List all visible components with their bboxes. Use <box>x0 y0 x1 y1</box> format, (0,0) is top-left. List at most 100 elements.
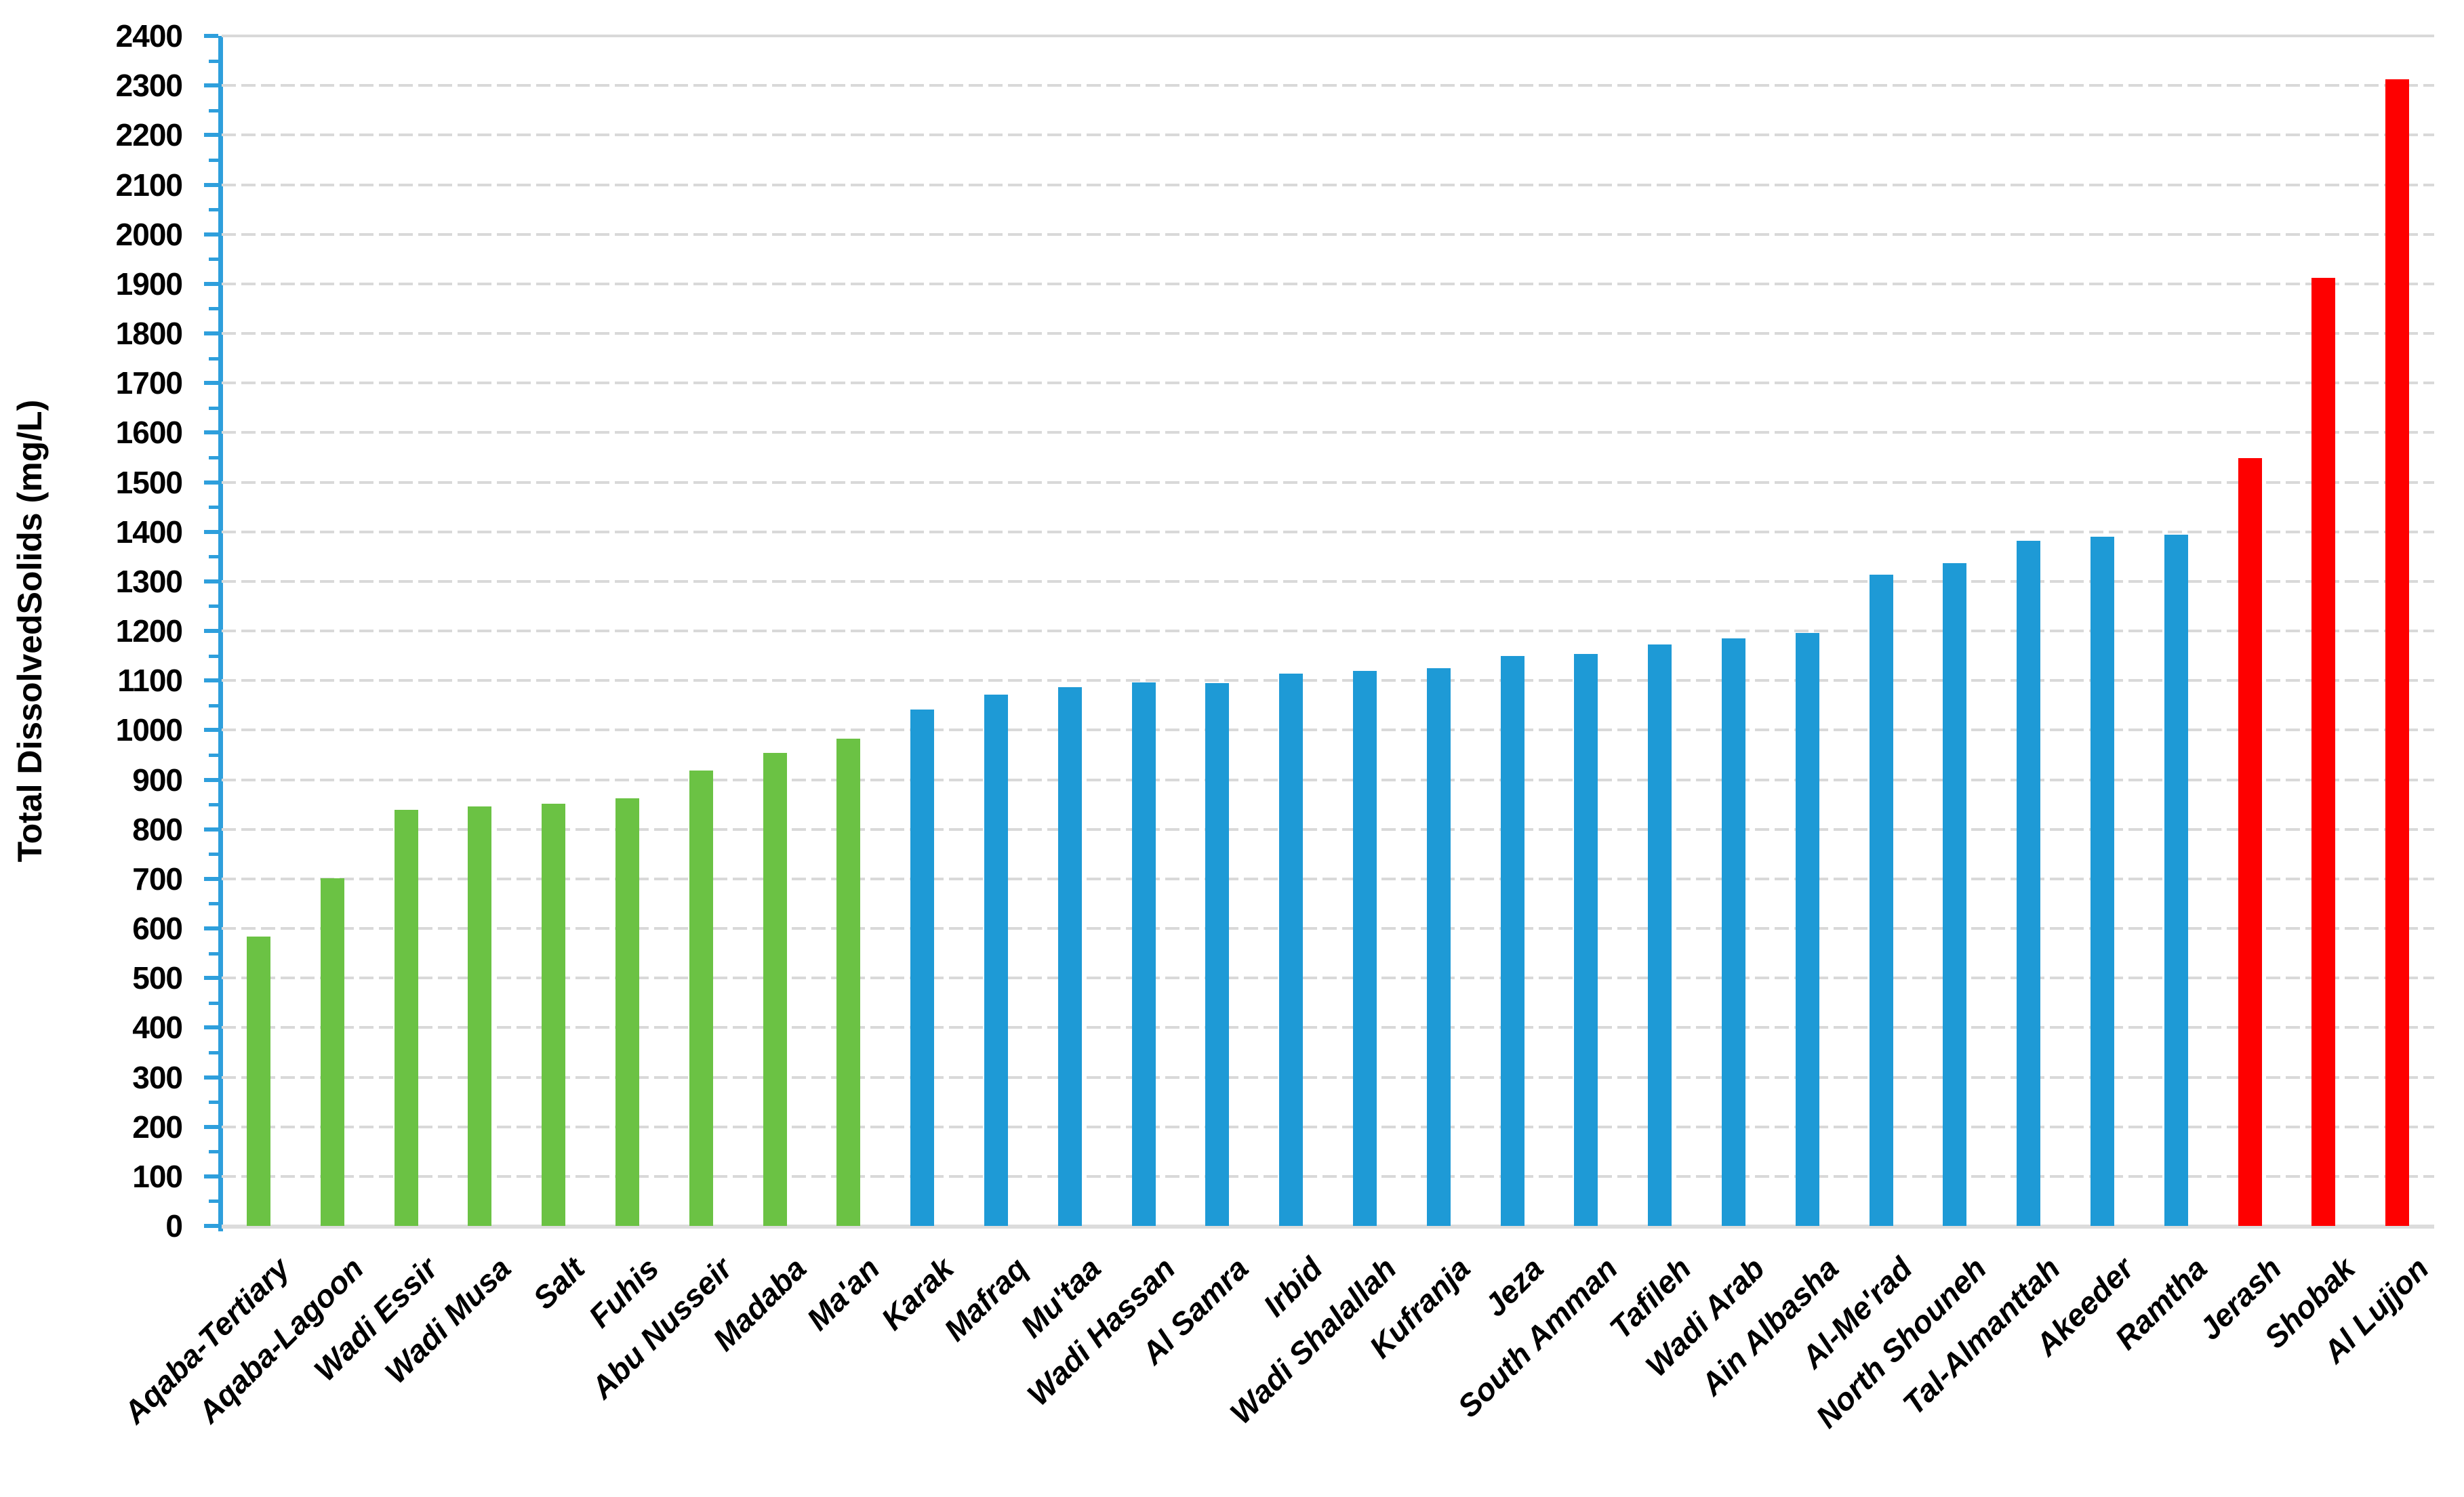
y-tick-label: 600 <box>132 911 183 946</box>
y-axis-major-tick <box>204 331 218 335</box>
gridline <box>222 431 2434 434</box>
y-axis-major-tick <box>204 926 218 930</box>
bar-wadi-arab <box>1721 638 1745 1226</box>
y-axis-major-tick <box>204 133 218 138</box>
y-axis-minor-tick <box>209 654 218 658</box>
x-tick-label-salt: Salt <box>526 1250 592 1316</box>
bar-irbid <box>1279 673 1304 1226</box>
gridline <box>222 630 2434 632</box>
y-tick-label: 1700 <box>115 365 183 401</box>
bar-tal-almanttah <box>2017 540 2041 1226</box>
y-tick-label: 1600 <box>115 415 183 451</box>
x-axis-baseline <box>222 1225 2434 1229</box>
y-axis-major-tick <box>204 232 218 237</box>
y-tick-label: 400 <box>132 1010 183 1046</box>
y-axis-minor-tick <box>209 1050 218 1054</box>
bar-akeeder <box>2090 536 2114 1226</box>
y-tick-label: 1800 <box>115 316 183 351</box>
bar-salt <box>542 804 566 1226</box>
y-axis-minor-tick <box>209 208 218 212</box>
y-axis-minor-tick <box>209 1001 218 1005</box>
y-axis-major-tick <box>204 678 218 683</box>
bar-wadi-musa <box>468 806 492 1226</box>
gridline <box>222 1075 2434 1079</box>
bar-wadi-shalallah <box>1352 671 1377 1226</box>
gridline <box>222 827 2434 831</box>
gridline <box>222 1125 2434 1128</box>
y-axis-major-tick <box>204 480 218 485</box>
y-tick-label: 1200 <box>115 613 183 649</box>
y-tick-label: 2000 <box>115 216 183 252</box>
bar-shobak <box>2311 278 2336 1226</box>
y-axis-major-tick <box>204 1025 218 1030</box>
y-axis-major-tick <box>204 728 218 733</box>
y-axis-minor-tick <box>209 753 218 757</box>
gridline <box>222 35 2434 37</box>
y-tick-label: 2400 <box>115 18 183 54</box>
bar-ramtha <box>2164 535 2188 1226</box>
gridline <box>222 382 2434 385</box>
y-axis-minor-tick <box>209 258 218 262</box>
bar-mu-taa <box>1057 687 1082 1226</box>
bar-south-amman <box>1574 653 1598 1226</box>
y-axis-major-tick <box>204 629 218 633</box>
y-axis-minor-tick <box>209 1199 218 1204</box>
y-axis-minor-tick <box>209 604 218 609</box>
bar-wadi-essir <box>394 810 418 1226</box>
y-axis-major-tick <box>204 777 218 782</box>
x-tick-label-mafraq: Mafraq <box>937 1250 1034 1348</box>
y-axis-minor-tick <box>209 406 218 410</box>
gridline <box>222 927 2434 930</box>
y-axis-minor-tick <box>209 307 218 311</box>
bar-tafileh <box>1648 644 1672 1226</box>
y-axis-major-tick <box>204 381 218 386</box>
gridline <box>222 877 2434 880</box>
y-tick-label: 2200 <box>115 117 183 153</box>
y-axis-major-tick <box>204 529 218 534</box>
y-axis-major-tick <box>204 876 218 881</box>
y-axis-minor-tick <box>209 803 218 807</box>
y-tick-label: 0 <box>165 1208 183 1244</box>
gridline <box>222 1026 2434 1029</box>
y-tick-label: 1400 <box>115 514 183 550</box>
gridline <box>222 1174 2434 1178</box>
y-tick-label: 100 <box>132 1158 183 1194</box>
y-axis-minor-tick <box>209 356 218 361</box>
y-tick-label: 500 <box>132 960 183 996</box>
bar-mafraq <box>984 695 1008 1226</box>
y-tick-label: 1100 <box>117 663 183 699</box>
bar-ma-an <box>836 738 861 1226</box>
bar-ain-albasha <box>1795 632 1819 1226</box>
y-tick-label: 300 <box>132 1059 183 1095</box>
y-axis-major-tick <box>204 579 218 583</box>
y-axis-major-tick <box>204 1174 218 1178</box>
y-axis-minor-tick <box>209 951 218 956</box>
y-tick-label: 800 <box>132 811 183 847</box>
y-axis-minor-tick <box>209 853 218 857</box>
gridline <box>222 134 2434 137</box>
gridline <box>222 282 2434 285</box>
y-axis-major-tick <box>204 1224 218 1228</box>
y-tick-label: 2300 <box>115 68 183 104</box>
y-axis-major-tick <box>204 1075 218 1080</box>
gridline <box>222 183 2434 186</box>
bar-al-lujjon <box>2385 79 2410 1226</box>
gridline <box>222 480 2434 484</box>
bar-jerash <box>2238 458 2262 1226</box>
y-axis-major-tick <box>204 281 218 286</box>
gridline <box>222 729 2434 732</box>
y-tick-label: 1900 <box>115 266 183 302</box>
y-axis-major-tick <box>204 976 218 981</box>
bar-madaba <box>763 753 787 1226</box>
bar-karak <box>910 709 935 1226</box>
bar-abu-nusseir <box>689 770 713 1226</box>
y-tick-label: 1500 <box>115 464 183 500</box>
gridline <box>222 84 2434 87</box>
bar-north-shouneh <box>1943 562 1967 1226</box>
bar-al-me-rad <box>1869 575 1893 1226</box>
y-axis-line <box>218 36 223 1231</box>
gridline <box>222 232 2434 236</box>
gridline <box>222 530 2434 533</box>
y-axis-minor-tick <box>209 158 218 162</box>
